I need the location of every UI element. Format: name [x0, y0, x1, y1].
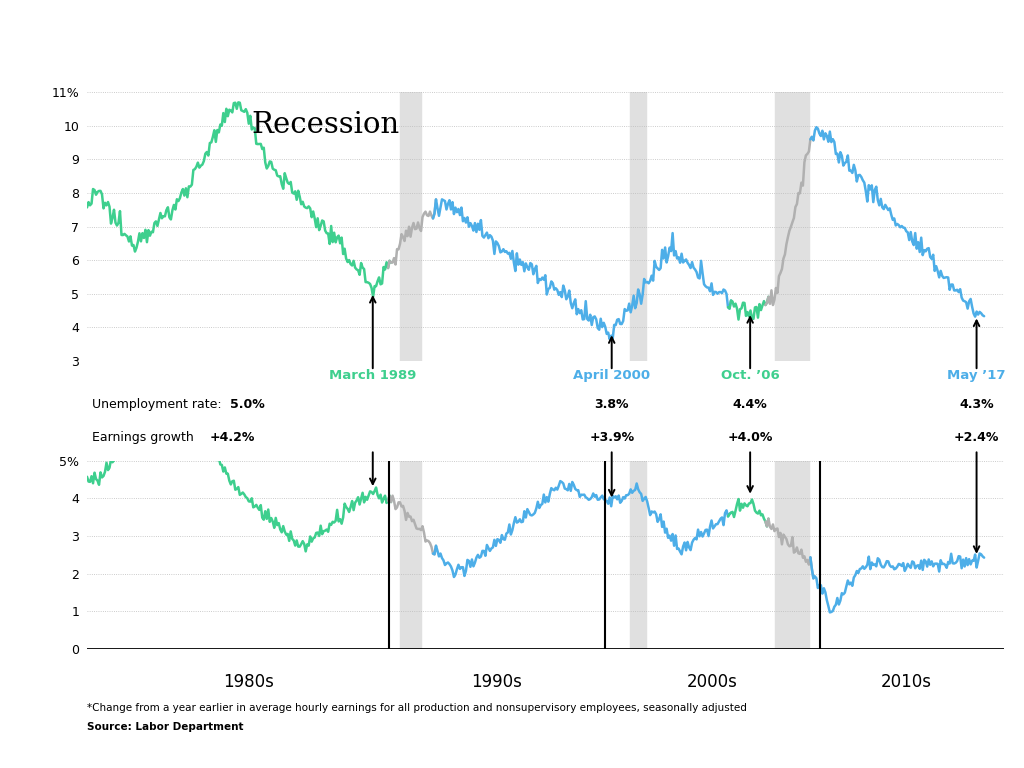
Text: March 1989: March 1989	[329, 369, 417, 382]
Text: 1980s: 1980s	[223, 674, 274, 691]
Text: +4.2%: +4.2%	[210, 431, 255, 444]
Text: 2010s: 2010s	[881, 674, 932, 691]
Text: Unemployment rate:: Unemployment rate:	[92, 398, 225, 411]
Text: Source: Labor Department: Source: Labor Department	[87, 722, 244, 732]
Text: 2000s: 2000s	[687, 674, 738, 691]
Text: Oct. ’06: Oct. ’06	[721, 369, 779, 382]
Bar	[775, 461, 809, 649]
Text: Earnings growth: Earnings growth	[92, 431, 198, 444]
Bar	[630, 92, 646, 361]
Text: *Change from a year earlier in average hourly earnings for all production and no: *Change from a year earlier in average h…	[87, 703, 746, 713]
Text: +4.0%: +4.0%	[727, 431, 773, 444]
Text: May ’17: May ’17	[947, 369, 1006, 382]
Bar	[630, 461, 646, 649]
Text: Recession: Recession	[251, 111, 399, 139]
Bar	[399, 461, 421, 649]
Bar	[399, 92, 421, 361]
Text: April 2000: April 2000	[573, 369, 650, 382]
Text: +3.9%: +3.9%	[589, 431, 634, 444]
Text: 4.3%: 4.3%	[959, 398, 994, 411]
Text: 5.0%: 5.0%	[230, 398, 265, 411]
Text: +2.4%: +2.4%	[954, 431, 999, 444]
Text: 4.4%: 4.4%	[733, 398, 768, 411]
Text: 3.8%: 3.8%	[595, 398, 629, 411]
Text: 1990s: 1990s	[471, 674, 522, 691]
Bar	[775, 92, 809, 361]
